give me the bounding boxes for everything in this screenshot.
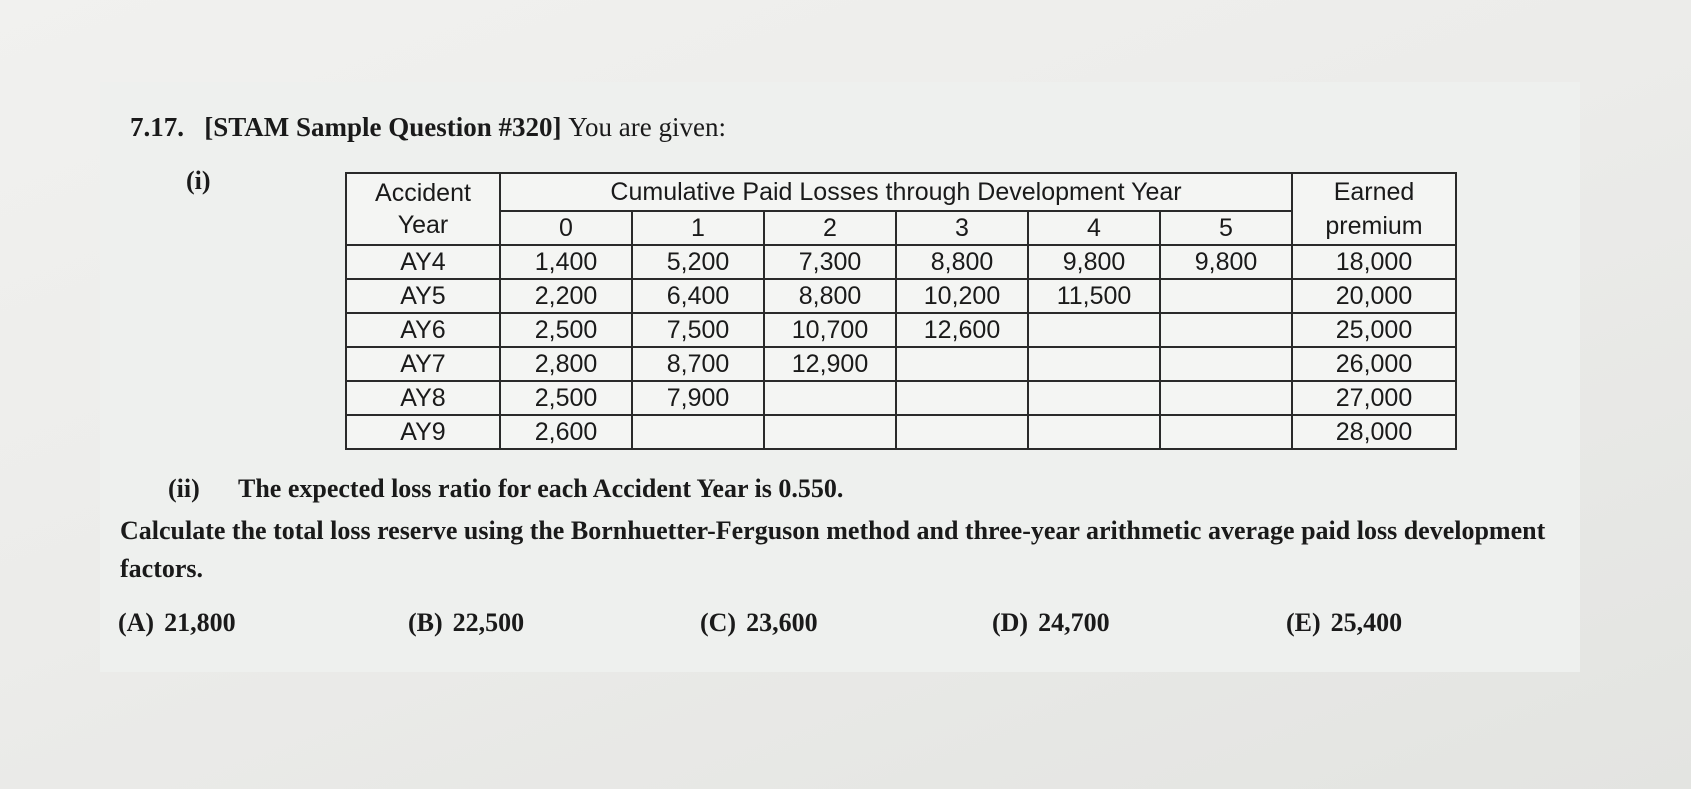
loss-cell: 12,600 [895, 312, 1029, 348]
accident-year-header-line2: Year [397, 211, 449, 239]
loss-cell [1159, 278, 1293, 314]
loss-cell: 6,400 [631, 278, 765, 314]
premium-cell: 27,000 [1291, 380, 1457, 416]
answer-letter: (D) [992, 608, 1029, 637]
premium-cell: 18,000 [1291, 244, 1457, 280]
loss-cell: 7,900 [631, 380, 765, 416]
cumulative-paid-losses-header: Cumulative Paid Losses through Developme… [499, 172, 1293, 212]
answer-choice-c[interactable]: (C) 23,600 [700, 608, 818, 638]
accident-year-cell: AY9 [345, 414, 501, 450]
dev-year-header: 3 [895, 210, 1029, 246]
answer-letter: (B) [408, 608, 443, 637]
question-heading: 7.17. [STAM Sample Question #320] You ar… [130, 112, 726, 143]
loss-cell: 7,300 [763, 244, 897, 280]
answer-value: 23,600 [746, 608, 818, 637]
accident-year-header: Accident Year [345, 172, 501, 246]
loss-cell: 10,700 [763, 312, 897, 348]
loss-cell: 5,200 [631, 244, 765, 280]
part-i-label: (i) [186, 166, 211, 195]
accident-year-cell: AY8 [345, 380, 501, 416]
question-number: 7.17. [130, 112, 184, 142]
dev-year-header: 0 [499, 210, 633, 246]
answer-choice-a[interactable]: (A) 21,800 [118, 608, 236, 638]
loss-cell: 7,500 [631, 312, 765, 348]
loss-cell [1159, 312, 1293, 348]
loss-cell [895, 380, 1029, 416]
loss-cell [1159, 414, 1293, 450]
loss-cell: 2,500 [499, 312, 633, 348]
question-instruction: Calculate the total loss reserve using t… [120, 516, 1546, 583]
answer-value: 21,800 [164, 608, 236, 637]
part-ii-text: The expected loss ratio for each Acciden… [238, 474, 844, 503]
loss-triangle-table: Accident Year Cumulative Paid Losses thr… [345, 172, 1457, 450]
answer-choice-e[interactable]: (E) 25,400 [1286, 608, 1402, 638]
loss-cell [895, 346, 1029, 382]
part-ii-label: (ii) [168, 474, 200, 503]
loss-cell: 8,800 [763, 278, 897, 314]
earned-premium-header-line1: Earned [1333, 178, 1415, 206]
premium-cell: 28,000 [1291, 414, 1457, 450]
question-intro: You are given: [568, 112, 727, 142]
table-header-row: Accident Year Cumulative Paid Losses thr… [345, 172, 1457, 246]
answer-value: 22,500 [452, 608, 525, 637]
accident-year-cell: AY4 [345, 244, 501, 280]
loss-cell: 2,600 [499, 414, 633, 450]
answer-choice-d[interactable]: (D) 24,700 [992, 608, 1110, 638]
loss-cell: 8,700 [631, 346, 765, 382]
loss-cell [895, 414, 1029, 450]
earned-premium-header-line2: premium [1325, 212, 1423, 240]
loss-cell [1027, 414, 1161, 450]
loss-cell [1159, 346, 1293, 382]
premium-cell: 25,000 [1291, 312, 1457, 348]
answer-letter: (A) [118, 608, 155, 637]
table-row: AY5 2,200 6,400 8,800 10,200 11,500 20,0… [345, 278, 1457, 314]
answer-value: 24,700 [1038, 608, 1110, 637]
loss-cell: 2,500 [499, 380, 633, 416]
table-row: AY7 2,800 8,700 12,900 26,000 [345, 346, 1457, 382]
loss-cell: 2,200 [499, 278, 633, 314]
accident-year-header-line1: Accident [375, 179, 471, 207]
answer-value: 25,400 [1330, 608, 1403, 637]
table-row: AY6 2,500 7,500 10,700 12,600 25,000 [345, 312, 1457, 348]
answer-letter: (C) [700, 608, 737, 637]
dev-year-header: 5 [1159, 210, 1293, 246]
accident-year-cell: AY6 [345, 312, 501, 348]
loss-cell: 1,400 [499, 244, 633, 280]
part-ii: (ii) The expected loss ratio for each Acc… [168, 474, 843, 504]
table-row: AY9 2,600 28,000 [345, 414, 1457, 450]
dev-year-header: 2 [763, 210, 897, 246]
table-row: AY8 2,500 7,900 27,000 [345, 380, 1457, 416]
dev-year-header: 1 [631, 210, 765, 246]
earned-premium-header: Earned premium [1291, 172, 1457, 246]
loss-cell: 9,800 [1159, 244, 1293, 280]
question-source: [STAM Sample Question #320] [204, 112, 562, 142]
answer-choice-b[interactable]: (B) 22,500 [408, 608, 524, 638]
loss-cell: 12,900 [763, 346, 897, 382]
accident-year-cell: AY7 [345, 346, 501, 382]
loss-cell [1027, 346, 1161, 382]
loss-cell: 8,800 [895, 244, 1029, 280]
premium-cell: 20,000 [1291, 278, 1457, 314]
premium-cell: 26,000 [1291, 346, 1457, 382]
loss-cell [763, 380, 897, 416]
loss-cell [1159, 380, 1293, 416]
loss-cell: 10,200 [895, 278, 1029, 314]
dev-year-header-row: 0 1 2 3 4 5 [346, 210, 1456, 246]
loss-cell [631, 414, 765, 450]
loss-cell: 11,500 [1027, 278, 1161, 314]
loss-cell [1027, 312, 1161, 348]
accident-year-cell: AY5 [345, 278, 501, 314]
loss-cell: 2,800 [499, 346, 633, 382]
table-row: AY4 1,400 5,200 7,300 8,800 9,800 9,800 … [345, 244, 1457, 280]
loss-cell [763, 414, 897, 450]
loss-cell: 9,800 [1027, 244, 1161, 280]
answer-letter: (E) [1286, 608, 1321, 637]
loss-cell [1027, 380, 1161, 416]
dev-year-header: 4 [1027, 210, 1161, 246]
